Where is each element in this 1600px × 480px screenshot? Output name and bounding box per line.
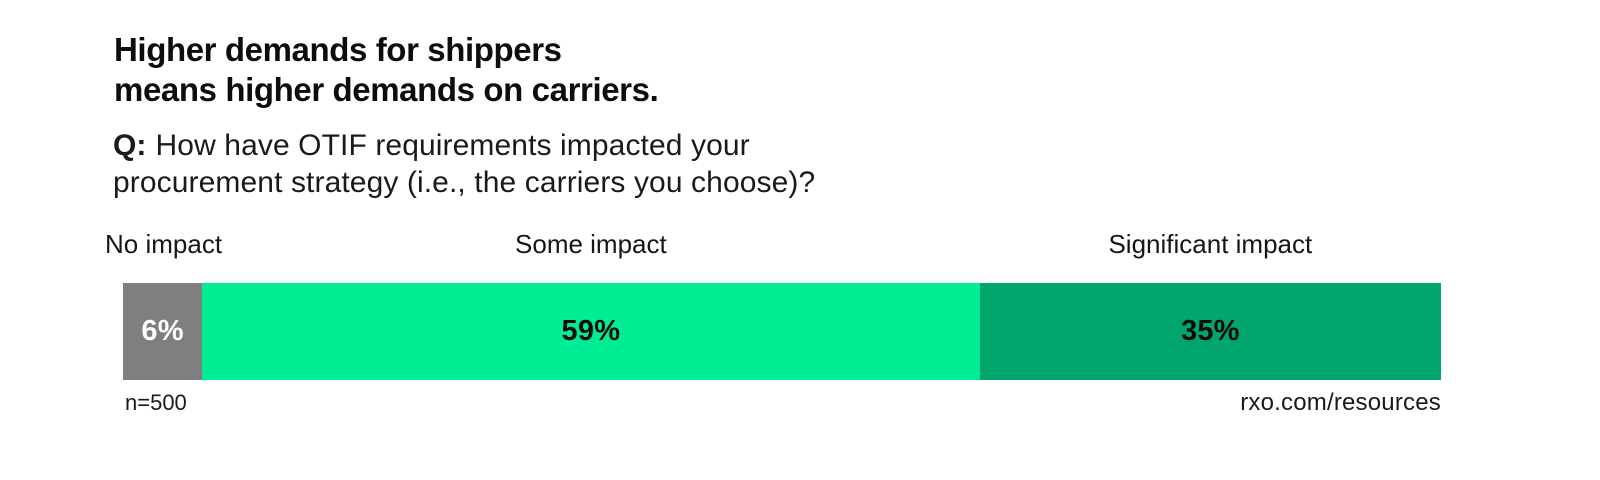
value-label-no-impact: 6% xyxy=(141,315,184,347)
chart-title-line2: means higher demands on carriers. xyxy=(114,71,659,108)
survey-question: Q: How have OTIF requirements impacted yo… xyxy=(113,127,815,201)
question-prefix: Q: xyxy=(113,129,147,162)
category-labels-row: No impact Some impact Significant impact xyxy=(105,228,1441,260)
footer-row: n=500 rxo.com/resources xyxy=(123,389,1441,417)
category-label-some-impact-text: Some impact xyxy=(515,229,667,259)
question-line2: procurement strategy (i.e., the carriers… xyxy=(113,166,816,199)
category-label-some-impact: Some impact xyxy=(202,228,980,260)
bar-segment-no-impact: 6% xyxy=(123,283,203,380)
category-label-no-impact-text: No impact xyxy=(105,229,223,259)
source-url: rxo.com/resources xyxy=(1240,389,1441,416)
bar-segment-some-impact: 59% xyxy=(202,283,980,380)
category-label-significant-impact-text: Significant impact xyxy=(1108,229,1313,259)
value-label-some-impact: 59% xyxy=(561,315,621,347)
chart-title-line1: Higher demands for shippers xyxy=(114,31,562,68)
sample-size-label: n=500 xyxy=(125,390,187,415)
category-label-no-impact: No impact xyxy=(105,228,222,260)
question-line1: How have OTIF requirements impacted your xyxy=(155,129,750,162)
category-label-significant-impact: Significant impact xyxy=(980,228,1441,260)
value-label-significant-impact: 35% xyxy=(1181,315,1240,347)
chart-title: Higher demands for shippers means higher… xyxy=(114,30,659,110)
bar-segment-significant-impact: 35% xyxy=(979,283,1441,380)
stacked-bar: 6% 59% 35% xyxy=(123,283,1441,380)
